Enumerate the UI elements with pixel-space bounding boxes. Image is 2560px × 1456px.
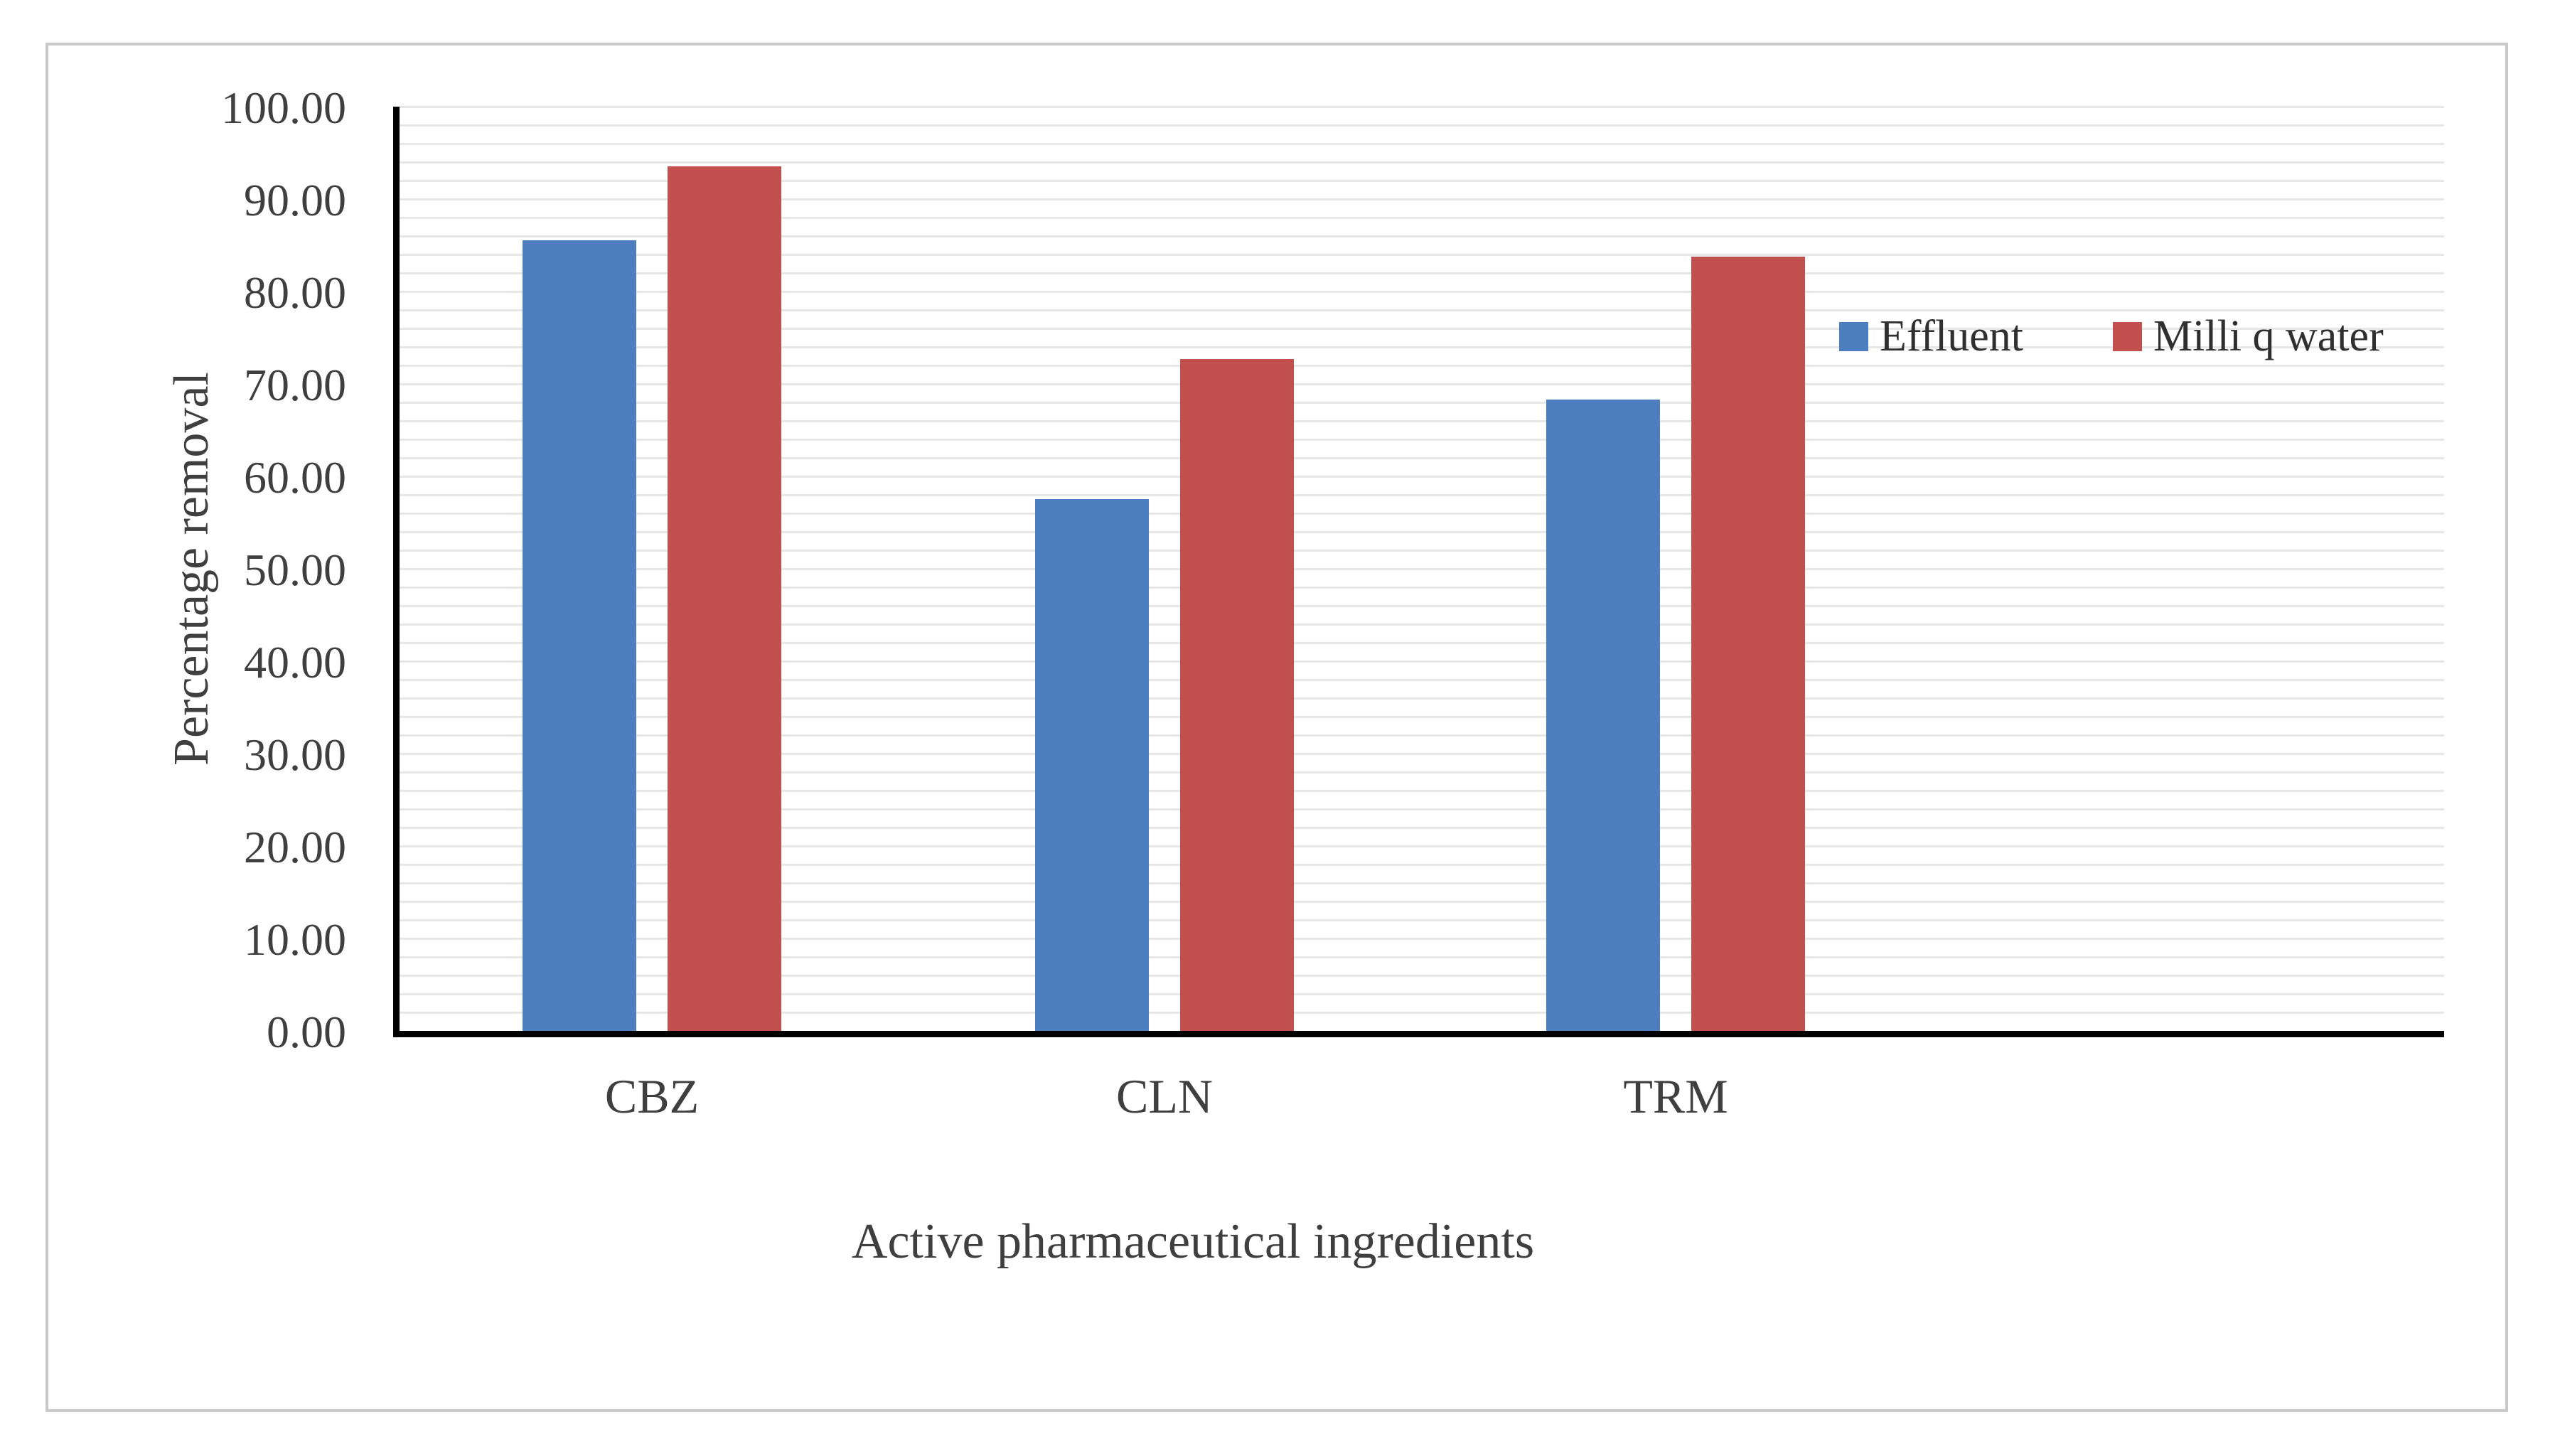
minor-gridline [400, 753, 2444, 755]
minor-gridline [400, 587, 2444, 589]
minor-gridline [400, 790, 2444, 792]
minor-gridline [400, 864, 2444, 866]
legend-item-effluent: Effluent [1839, 314, 2023, 358]
y-axis-line [393, 107, 400, 1037]
minor-gridline [400, 328, 2444, 330]
minor-gridline [400, 365, 2444, 367]
x-axis-title: Active pharmaceutical ingredients [851, 1214, 1535, 1269]
bar-milli-q-water-trm [1691, 257, 1805, 1031]
minor-gridline [400, 827, 2444, 829]
minor-gridline [400, 235, 2444, 237]
minor-gridline [400, 124, 2444, 127]
minor-gridline [400, 956, 2444, 958]
bar-effluent-trm [1546, 400, 1660, 1031]
minor-gridline [400, 494, 2444, 496]
minor-gridline [400, 439, 2444, 441]
minor-gridline [400, 1012, 2444, 1014]
category-label-cbz: CBZ [604, 1069, 700, 1123]
minor-gridline [400, 716, 2444, 718]
minor-gridline [400, 272, 2444, 274]
minor-gridline [400, 734, 2444, 737]
minor-gridline [400, 531, 2444, 533]
minor-gridline [400, 457, 2444, 459]
y-tick-label: 20.00 [244, 822, 346, 872]
legend-label-effluent: Effluent [1880, 312, 2024, 360]
minor-gridline [400, 975, 2444, 977]
y-tick-label: 70.00 [244, 360, 346, 410]
minor-gridline [400, 383, 2444, 385]
y-tick-label: 50.00 [244, 545, 346, 595]
minor-gridline [400, 217, 2444, 219]
legend-swatch-effluent [1839, 321, 1868, 351]
minor-gridline [400, 476, 2444, 478]
legend-swatch-milli-q-water [2113, 321, 2142, 351]
minor-gridline [400, 550, 2444, 552]
minor-gridline [400, 993, 2444, 995]
minor-gridline [400, 697, 2444, 700]
y-tick-label: 10.00 [244, 914, 346, 965]
y-tick-label: 40.00 [244, 637, 346, 687]
y-tick-label: 100.00 [221, 82, 346, 133]
legend-item-milli-q-water: Milli q water [2113, 314, 2384, 358]
minor-gridline [400, 808, 2444, 810]
minor-gridline [400, 180, 2444, 182]
minor-gridline [400, 901, 2444, 903]
minor-gridline [400, 198, 2444, 200]
y-tick-label: 0.00 [267, 1007, 346, 1057]
bar-milli-q-water-cbz [668, 166, 781, 1031]
minor-gridline [400, 938, 2444, 940]
y-tick-label: 30.00 [244, 729, 346, 780]
x-axis-line [393, 1031, 2444, 1037]
category-label-cln: CLN [1116, 1069, 1213, 1123]
y-tick-label: 80.00 [244, 267, 346, 318]
minor-gridline [400, 660, 2444, 663]
minor-gridline [400, 919, 2444, 921]
minor-gridline [400, 679, 2444, 681]
minor-gridline [400, 291, 2444, 293]
bar-effluent-cbz [523, 240, 636, 1031]
minor-gridline [400, 568, 2444, 570]
minor-gridline [400, 402, 2444, 404]
minor-gridline [400, 309, 2444, 311]
minor-gridline [400, 623, 2444, 626]
minor-gridline [400, 106, 2444, 108]
minor-gridline [400, 161, 2444, 164]
y-tick-label: 60.00 [244, 452, 346, 503]
minor-gridline [400, 346, 2444, 348]
bar-milli-q-water-cln [1180, 359, 1294, 1031]
category-label-trm: TRM [1623, 1069, 1728, 1123]
minor-gridline [400, 642, 2444, 644]
minor-gridline [400, 254, 2444, 256]
y-tick-label: 90.00 [244, 175, 346, 225]
minor-gridline [400, 513, 2444, 515]
minor-gridline [400, 420, 2444, 422]
minor-gridline [400, 771, 2444, 774]
minor-gridline [400, 845, 2444, 847]
minor-gridline [400, 143, 2444, 145]
legend-label-milli-q-water: Milli q water [2153, 312, 2384, 360]
bar-effluent-cln [1035, 499, 1149, 1031]
minor-gridline [400, 605, 2444, 607]
minor-gridline [400, 882, 2444, 884]
y-axis-title: Percentage removal [164, 372, 219, 766]
